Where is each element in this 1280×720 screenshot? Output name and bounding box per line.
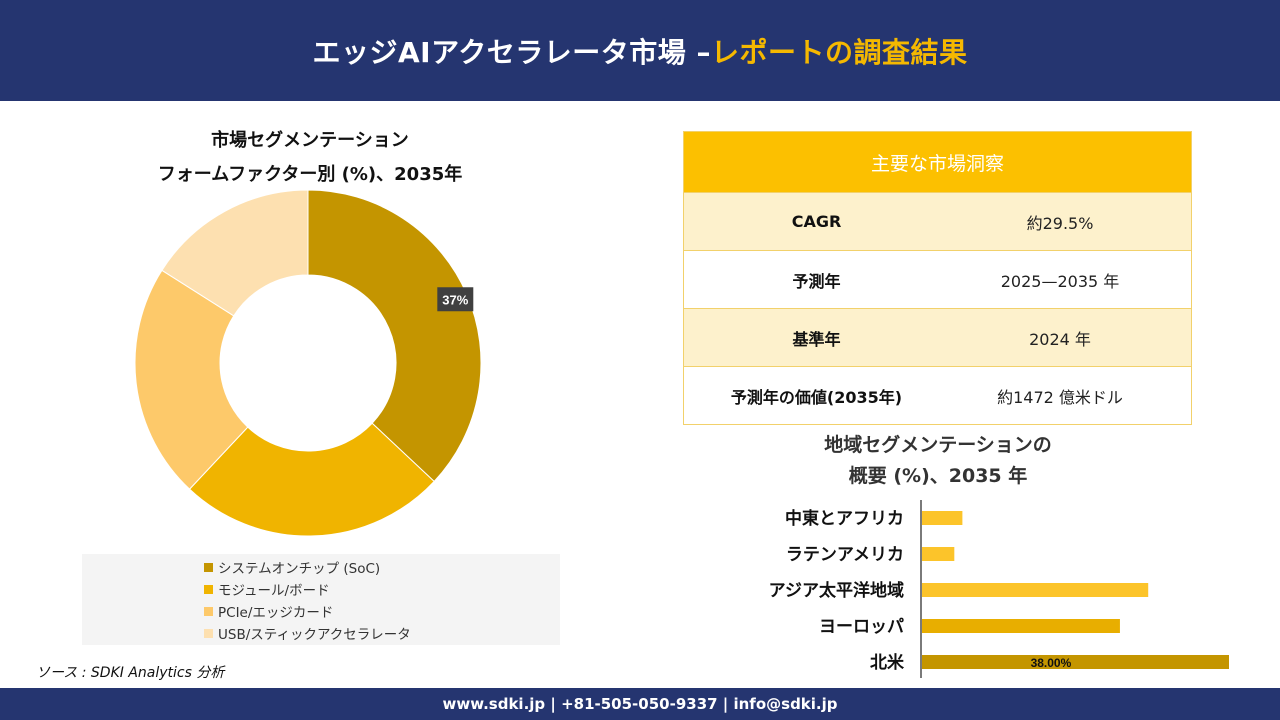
legend-label: USB/スティックアクセラレータ — [218, 627, 411, 643]
region-title-line2: 概要 (%)、2035 年 — [848, 465, 1028, 487]
legend-item: USB/スティックアクセラレータ — [204, 622, 560, 644]
legend-swatch — [204, 562, 213, 572]
legend-label: モジュール/ボード — [218, 583, 330, 599]
donut-slice-label: 37% — [437, 287, 474, 312]
market-insights-table: 主要な市場洞察 CAGR 約29.5% 予測年 2025—2035 年 基準年 … — [683, 131, 1192, 425]
region-bar — [922, 511, 963, 525]
donut-title-line1: 市場セグメンテーション — [211, 130, 409, 151]
region-bar — [922, 619, 1120, 633]
insight-value: 2024 年 — [1029, 329, 1091, 349]
insight-value: 約1472 億米ドル — [997, 387, 1123, 407]
bar-data-label: 38.00% — [1031, 656, 1072, 670]
donut-slice — [188, 422, 435, 537]
region-chart-title: 地域セグメンテーションの 概要 (%)、2035 年 — [783, 430, 1093, 492]
legend-item: システムオンチップ (SoC) — [204, 556, 560, 578]
insight-value: 2025—2035 年 — [1000, 271, 1120, 291]
header-banner: エッジAIアクセラレータ市場 –レポートの調査結果 — [0, 0, 1280, 101]
region-bar — [922, 583, 1149, 597]
legend-swatch — [204, 584, 213, 594]
insight-label: 予測年の価値(2035年) — [730, 387, 903, 407]
bar-category-label: 北米 — [870, 652, 905, 673]
donut-title-line2: フォームファクター別 (%)、2035年 — [157, 164, 463, 185]
donut-slice — [134, 269, 249, 490]
bar-category-label: ヨーロッパ — [819, 617, 904, 637]
region-title-line1: 地域セグメンテーションの — [824, 434, 1052, 456]
insight-value: 約29.5% — [1026, 213, 1094, 233]
legend-swatch — [204, 606, 213, 616]
donut-slice — [307, 190, 482, 483]
insight-row: 予測年 2025—2035 年 — [684, 250, 1191, 308]
bar-category-label: 中東とアフリカ — [785, 508, 904, 529]
footer-contact: www.sdki.jp | +81-505-050-9337 | info@sd… — [0, 688, 1280, 720]
insight-row: 予測年の価値(2035年) 約1472 億米ドル — [684, 366, 1191, 424]
insight-label: CAGR — [791, 212, 842, 231]
donut-slice — [161, 190, 309, 317]
insight-label: 予測年 — [792, 271, 841, 291]
legend-swatch — [204, 628, 213, 638]
insights-heading: 主要な市場洞察 — [684, 132, 1191, 192]
page-title-main: エッジAIアクセラレータ市場 – — [312, 35, 711, 69]
legend-label: システムオンチップ (SoC) — [218, 561, 381, 577]
source-note: ソース : SDKI Analytics 分析 — [36, 665, 225, 681]
insight-row: CAGR 約29.5% — [684, 192, 1191, 250]
region-bar — [922, 547, 955, 561]
insight-row: 基準年 2024 年 — [684, 308, 1191, 366]
page-title-accent: レポートの調査結果 — [710, 35, 968, 69]
svg-text:37%: 37% — [442, 292, 468, 307]
bar-category-label: アジア太平洋地域 — [769, 580, 904, 601]
legend-item: モジュール/ボード — [204, 578, 560, 600]
donut-legend: システムオンチップ (SoC) モジュール/ボード PCIe/エッジカード USB/ス… — [82, 554, 560, 645]
bar-category-label: ラテンアメリカ — [786, 545, 904, 565]
insight-label: 基準年 — [792, 329, 841, 349]
legend-item: PCIe/エッジカード — [204, 600, 560, 622]
region-bar — [922, 655, 1229, 669]
donut-chart-title: 市場セグメンテーション フォームファクター別 (%)、2035年 — [130, 124, 490, 192]
donut-chart: 37% — [134, 190, 482, 537]
page-title: エッジAIアクセラレータ市場 –レポートの調査結果 — [313, 31, 968, 71]
legend-label: PCIe/エッジカード — [218, 605, 334, 621]
